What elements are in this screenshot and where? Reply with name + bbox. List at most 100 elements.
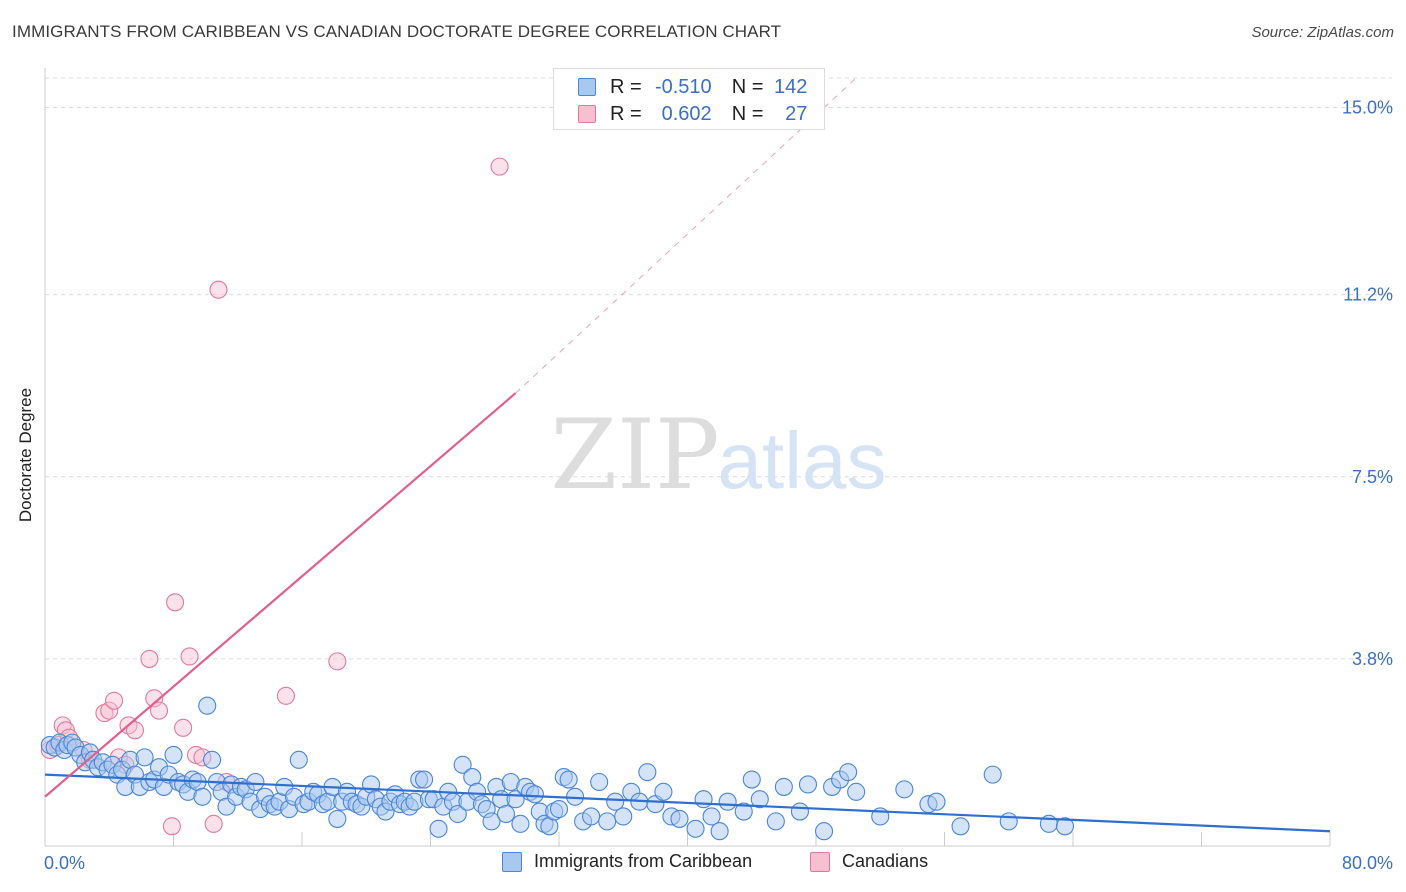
- caribbean-point: [839, 763, 858, 782]
- canadians-point: [125, 721, 144, 740]
- caribbean-point: [289, 750, 308, 769]
- canadians-point: [276, 686, 295, 705]
- canadians-point: [209, 280, 228, 299]
- caribbean-point: [710, 822, 729, 841]
- legend-item-canadians[interactable]: Canadians: [810, 851, 928, 872]
- legend-swatch-pink: [578, 105, 596, 123]
- caribbean-point: [328, 809, 347, 828]
- caribbean-point: [694, 790, 713, 809]
- tick-labels: 3.8% 7.5% 11.2% 15.0% 0.0% 80.0%: [44, 98, 1393, 873]
- caribbean-point: [598, 812, 617, 831]
- caribbean-point: [559, 770, 578, 789]
- caribbean-point: [702, 807, 721, 826]
- caribbean-point: [951, 817, 970, 836]
- caribbean-point: [198, 696, 217, 715]
- caribbean-point: [606, 792, 625, 811]
- series-legend: Immigrants from Caribbean Canadians: [0, 851, 1406, 877]
- legend-item-label: Canadians: [842, 851, 929, 871]
- canadians-points: [40, 157, 509, 836]
- caribbean-point: [798, 775, 818, 794]
- caribbean-point: [246, 772, 265, 792]
- caribbean-point: [496, 804, 516, 824]
- caribbean-point: [927, 792, 946, 811]
- caribbean-trend-line: [44, 773, 1331, 833]
- caribbean-points: [40, 696, 1075, 841]
- caribbean-point: [525, 785, 544, 804]
- caribbean-point: [453, 755, 472, 774]
- caribbean-point: [415, 770, 434, 789]
- canadians-point: [100, 701, 119, 720]
- watermark-atlas: atlas: [718, 416, 887, 505]
- legend-item-label: Immigrants from Caribbean: [534, 851, 753, 871]
- caribbean-point: [164, 745, 183, 764]
- caribbean-point: [511, 814, 530, 833]
- canadians-trend-extension: [515, 77, 857, 394]
- legend-n-value: 27: [785, 102, 808, 125]
- caribbean-point: [750, 790, 769, 809]
- caribbean-point: [686, 819, 705, 838]
- canadians-point: [174, 718, 193, 737]
- caribbean-point: [549, 800, 569, 819]
- caribbean-point: [429, 819, 448, 838]
- watermark: ZIP atlas: [550, 399, 886, 511]
- legend-r-value: -0.510: [654, 75, 712, 98]
- caribbean-point: [766, 812, 785, 831]
- legend-r-label: R =: [610, 75, 642, 98]
- caribbean-point: [670, 809, 689, 828]
- axes: [44, 68, 1331, 847]
- canadians-point: [166, 593, 185, 612]
- legend-swatch-blue: [502, 851, 522, 872]
- legend-row-caribbean: R = -0.510 N = 142: [578, 74, 807, 100]
- x-tick-label: 80.0%: [1342, 853, 1393, 873]
- caribbean-point: [193, 787, 212, 806]
- caribbean-point: [582, 807, 601, 826]
- canadians-point: [105, 691, 124, 710]
- canadians-point: [95, 704, 114, 723]
- legend-n-value: 142: [774, 75, 808, 98]
- caribbean-point: [203, 750, 222, 769]
- caribbean-point: [999, 812, 1018, 831]
- canadians-point: [204, 814, 223, 833]
- canadians-point: [140, 649, 159, 668]
- legend-r-label: R =: [610, 102, 642, 125]
- legend-n-label: N =: [731, 102, 764, 125]
- caribbean-point: [448, 804, 467, 824]
- caribbean-point: [654, 782, 673, 801]
- caribbean-point: [135, 748, 154, 767]
- y-tick-label: 3.8%: [1352, 649, 1393, 669]
- legend-swatch-pink: [810, 851, 830, 872]
- canadians-trend-line: [44, 392, 517, 798]
- y-tick-label: 7.5%: [1352, 467, 1393, 487]
- caribbean-point: [742, 770, 761, 789]
- caribbean-point: [482, 812, 501, 831]
- caribbean-point: [814, 822, 834, 841]
- stats-legend: R = -0.510 N = 142 R = 0.602 N = 27: [553, 68, 825, 130]
- caribbean-point: [895, 780, 914, 799]
- y-tick-label: 11.2%: [1343, 285, 1393, 305]
- legend-row-canadians: R = 0.602 N = 27: [578, 101, 807, 127]
- canadians-point: [328, 652, 347, 671]
- caribbean-point: [774, 777, 793, 796]
- gridlines: [45, 77, 1392, 660]
- canadians-point: [490, 157, 509, 176]
- chart-title: IMMIGRANTS FROM CARIBBEAN VS CANADIAN DO…: [12, 22, 782, 41]
- caribbean-point: [1055, 817, 1075, 836]
- legend-item-caribbean[interactable]: Immigrants from Caribbean: [502, 851, 752, 872]
- canadians-point: [149, 701, 169, 720]
- trend-lines: [44, 77, 1331, 833]
- legend-swatch-blue: [578, 78, 596, 96]
- x-tick-label: 0.0%: [44, 853, 85, 873]
- watermark-zip: ZIP: [550, 399, 719, 511]
- caribbean-point: [734, 802, 753, 821]
- source-attribution: Source: ZipAtlas.com: [1251, 24, 1394, 41]
- caribbean-point: [638, 763, 657, 782]
- caribbean-point: [590, 772, 609, 792]
- legend-n-label: N =: [731, 75, 764, 98]
- caribbean-point: [847, 782, 866, 801]
- y-tick-label: 15.0%: [1342, 98, 1393, 118]
- legend-r-value: 0.602: [661, 102, 712, 125]
- caribbean-point: [983, 765, 1002, 784]
- canadians-point: [180, 647, 199, 666]
- caribbean-point: [718, 792, 737, 811]
- canadians-point: [162, 817, 181, 836]
